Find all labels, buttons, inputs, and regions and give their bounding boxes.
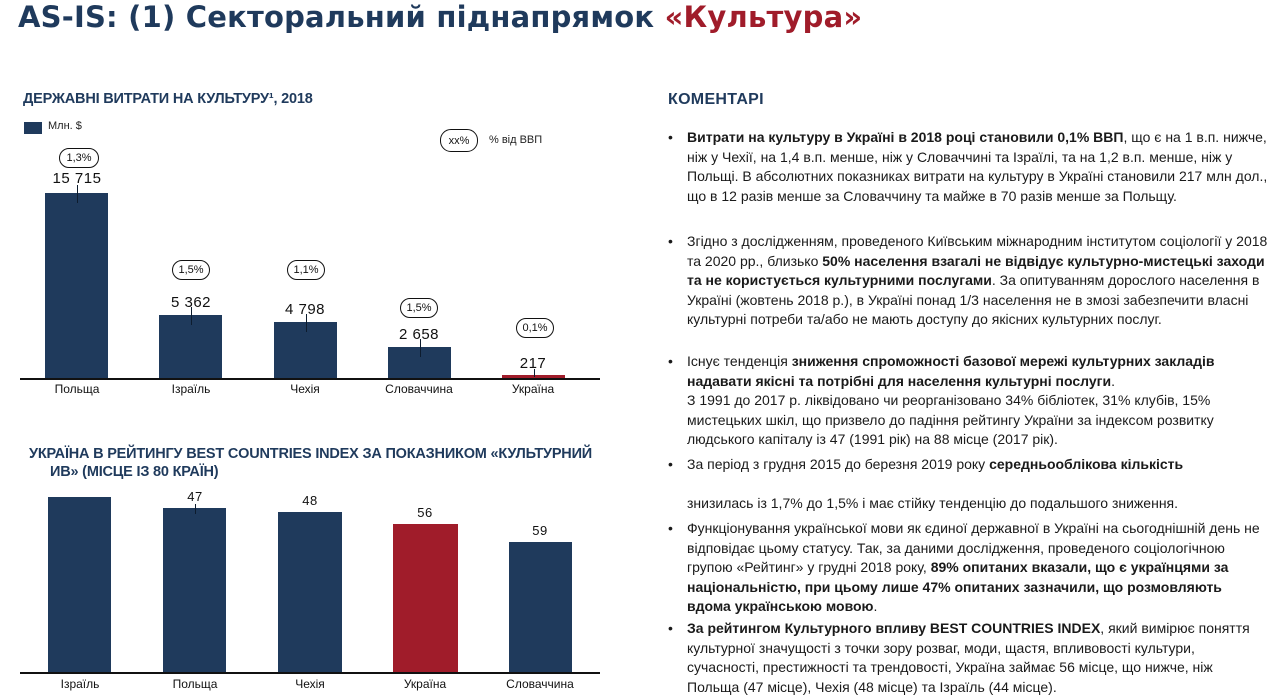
comment-text: Функціонування української мови як єдино… [687,520,1260,575]
bullet-icon: • [668,456,673,472]
category-label-czechia: Чехія [290,382,320,396]
value-label-slovakia: 2 658 [398,326,440,343]
x-axis [20,672,600,674]
legend-label-gdp: % від ВВП [489,134,543,146]
comment-text: , який вимірює поняття культурної значущ… [687,620,1250,695]
bar-poland-rank [163,504,226,672]
bullet-icon: • [668,129,673,145]
value-label-czechia: 4 798 [284,301,326,318]
comment-item: • Існує тенденція зниження спроможності … [668,352,1268,450]
category-label-slovakia-rank: Словаччина [506,677,574,691]
gdp-pill-ukraine: 0,1% [516,318,554,338]
category-label-israel-rank: Ізраїль [60,677,100,691]
category-label-poland-rank: Польща [172,677,218,691]
category-label-poland: Польща [54,382,100,396]
bar-slovakia [388,339,451,378]
comment-text: З 1991 до 2017 р. ліквідовано чи реорган… [687,392,1214,447]
gdp-pill-czechia: 1,1% [287,260,325,280]
value-label-czechia-rank: 48 [302,493,318,508]
gdp-pill-israel: 1,5% [172,260,210,280]
bar-tick [190,307,192,325]
comment-bold: середньооблікова кількість [989,456,1184,472]
legend-label-mln-usd: Млн. $ [48,120,82,132]
comment-bold: Витрати на культуру в Україні в 2018 роц… [687,129,1124,145]
comment-bold: зниження спроможності базової мережі кул… [687,353,1215,389]
bar-israel-rank [48,497,111,672]
comment-text: Існує тенденція [687,353,792,369]
x-axis [20,378,600,380]
category-label-czechia-rank: Чехія [295,677,325,691]
gdp-pill-slovakia: 1,5% [400,298,438,318]
value-label-ukraine: 217 [519,355,547,372]
bar-ukraine-rank [393,524,458,672]
bullet-icon: • [668,233,673,249]
value-label-israel: 5 362 [170,294,212,311]
bar-czechia-rank [278,512,342,672]
value-label-ukraine-rank: 56 [417,505,433,520]
bullet-icon: • [668,353,673,369]
comment-item: • Витрати на культуру в Україні в 2018 р… [668,128,1268,206]
comment-bold: 89% опитаних вказали, що є українцями за… [687,559,1229,614]
page-title-main: AS-IS: (1) Секторальний піднапрямок [18,0,665,34]
comment-bold: 50% населення взагалі не відвідує культу… [687,252,1265,289]
category-label-slovakia: Словаччина [385,382,453,396]
comment-text: . [1111,372,1115,389]
comment-text: . За опитуванням дорослого населення в У… [687,272,1260,327]
value-label-poland: 15 715 [52,170,102,187]
bar-israel [159,307,222,378]
bar-poland [45,185,108,378]
page-title-accent: «Культура» [664,0,863,34]
comments-heading: КОМЕНТАРІ [668,91,764,108]
comment-item: • За рейтингом Культурного впливу BEST C… [668,619,1268,697]
comment-item: • За період з грудня 2015 до березня 201… [668,455,1268,513]
value-label-poland-rank: 47 [187,489,203,504]
comment-text: За період з грудня 2015 до березня 2019 … [687,456,990,472]
category-label-ukraine: Україна [511,382,555,396]
comment-text: . [873,598,878,614]
bar-tick [533,369,535,377]
gdp-pill-poland: 1,3% [59,148,99,168]
bullet-icon: • [668,520,673,536]
category-label-israel: Ізраїль [171,382,211,396]
legend-pill-gdp: xx% [440,129,478,152]
comment-text: Згідно з дослідженням, проведеного Київс… [687,233,1268,269]
comment-item: • Функціонування української мови як єди… [668,519,1268,617]
legend-swatch-mln-usd [24,122,42,134]
page-title: AS-IS: (1) Секторальний піднапрямок «Кул… [18,0,862,34]
chart2-heading-line2: ИВ» (МІСЦЕ ІЗ 80 КРАЇН) [50,464,219,480]
value-label-slovakia-rank: 59 [532,523,548,538]
bar-tick [305,314,307,332]
bar-tick [194,504,196,514]
chart2-heading-line1: УКРАЇНА В РЕЙТИНГУ BEST COUNTRIES INDEX … [29,446,593,462]
comment-text: знизилась із 1,7% до 1,5% і має стійку т… [687,494,1179,511]
comment-bold: За рейтингом Культурного впливу BEST COU… [687,620,1101,636]
bar-slovakia-rank [509,542,572,672]
bar-ukraine [502,369,565,378]
comment-text: , що є на 1 в.п. нижче, ніж у Чехії, на … [687,129,1268,204]
bar-tick [76,185,78,203]
comment-item: • Згідно з дослідженням, проведеного Киї… [668,232,1268,330]
chart1-heading: ДЕРЖАВНІ ВИТРАТИ НА КУЛЬТУРУ¹, 2018 [23,91,313,107]
bar-czechia [274,314,337,378]
bar-tick [419,339,421,357]
bullet-icon: • [668,620,673,636]
category-label-ukraine-rank: Україна [403,677,447,691]
